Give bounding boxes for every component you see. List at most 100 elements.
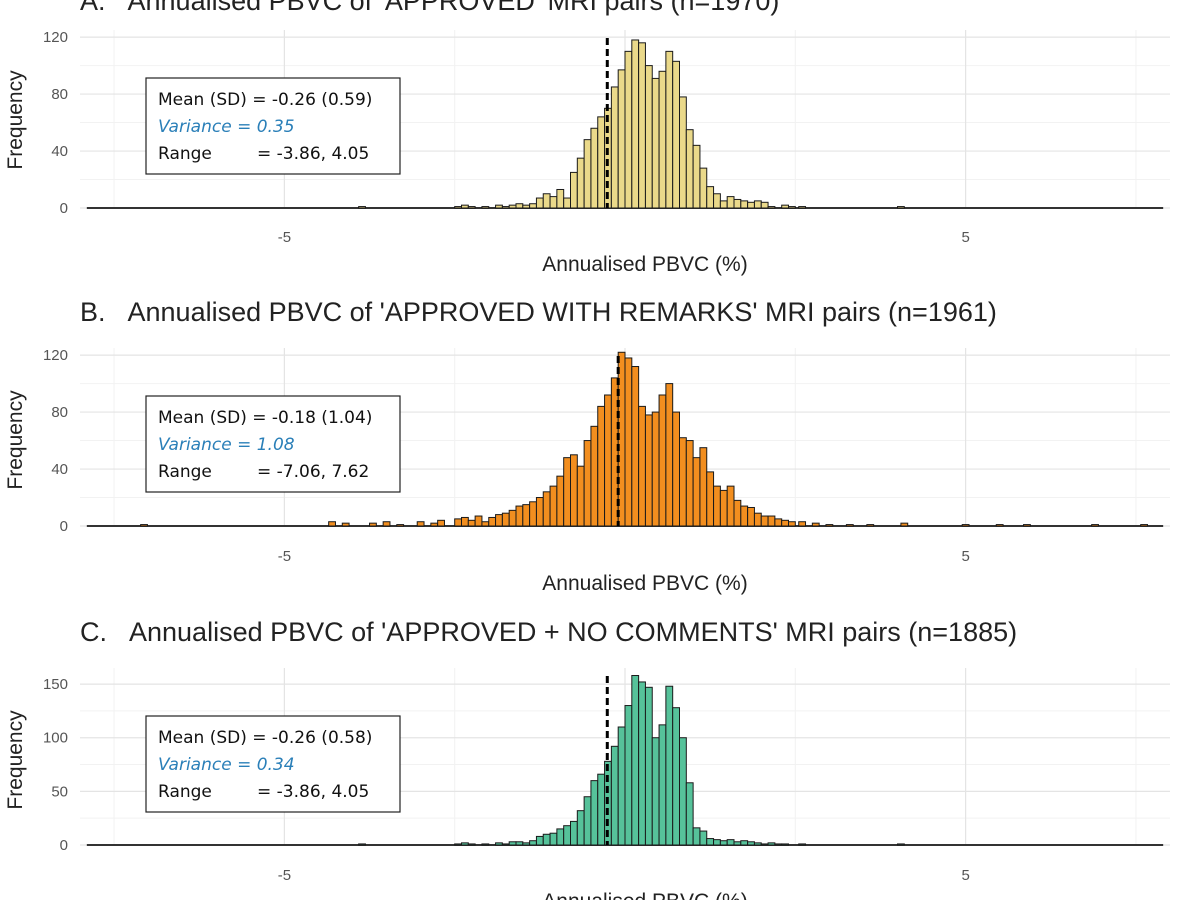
panel-c-bar [583, 796, 592, 846]
panel-b-bar [733, 499, 742, 527]
panel-b-bar [542, 491, 551, 527]
panel-b-bar [508, 509, 517, 527]
panel-b-bar [713, 485, 721, 527]
panel-b-stats-box [145, 395, 401, 493]
panel-a-bar [522, 204, 531, 209]
panel-c-bar [658, 724, 667, 846]
panel-a-outlier-bar [358, 206, 366, 209]
panel-a-bar [638, 42, 646, 209]
panel-a-title-text: Annualised PBVC of 'APPROVED' MRI pairs … [127, 0, 780, 16]
panel-b-bar [760, 515, 769, 527]
panel-b-bar [529, 501, 537, 527]
panel-b-bar [788, 521, 796, 527]
panel-c-bar [753, 842, 762, 846]
panel-a-bar [610, 86, 619, 209]
panel-c-bar [644, 686, 653, 846]
panel-c-bar [542, 833, 551, 846]
panel-b-bar [501, 512, 510, 527]
panel-c-bar [747, 841, 755, 846]
panel-c-bar [522, 842, 531, 846]
panel-a-bar [699, 167, 708, 209]
panel-b-outlier-bar [961, 524, 970, 527]
panel-a-bar [726, 196, 735, 209]
panel-a-bar [583, 139, 592, 209]
panel-c-bar [692, 827, 701, 846]
panel-c-bar [556, 828, 565, 846]
panel-b-bar [665, 383, 674, 527]
panel-b-bar [767, 515, 776, 527]
panel-c-bar [535, 835, 544, 846]
panel-b-outlier-bar [369, 522, 377, 527]
panel-c-x-tick-label: 5 [961, 867, 969, 884]
panel-b-bar [549, 485, 558, 527]
panel-c-bar [767, 842, 776, 846]
panel-c-bar [563, 825, 571, 846]
panel-a-bar [624, 50, 633, 209]
panel-a-letter: A. [80, 0, 106, 16]
panel-b-bar [597, 405, 606, 527]
panel-c-bar [631, 675, 640, 846]
panel-c-title-text: Annualised PBVC of 'APPROVED + NO COMMEN… [129, 617, 1018, 647]
panel-b-y-tick-label: 0 [60, 518, 68, 535]
panel-b-bar [747, 506, 755, 527]
panel-a-bar [515, 203, 524, 209]
panel-c-bar [638, 681, 646, 846]
panel-b-bar [753, 512, 762, 527]
panel-a-outlier-bar [798, 206, 807, 209]
panel-a-bar [747, 201, 755, 209]
panel-a-y-tick-label: 120 [43, 29, 68, 46]
panel-b-x-axis-label: Annualised PBVC (%) [542, 572, 747, 595]
panel-b-bar [604, 394, 612, 527]
panel-a-bar [508, 204, 517, 209]
panel-b-bar [515, 505, 524, 527]
panel-b-outlier-bar [341, 522, 350, 527]
panel-b-bar [651, 411, 660, 527]
panel-c-bar [576, 810, 585, 846]
panel-c-bar [740, 840, 749, 846]
panel-c-bar [685, 782, 694, 846]
panel-c-bar [481, 843, 490, 846]
panel-a-bar [740, 200, 749, 209]
panel-a-x-tick-label: 5 [961, 229, 969, 246]
panel-b-bar [781, 519, 789, 527]
panel-b-stats-range-label: Range [158, 462, 212, 482]
panel-c-stats-mean: Mean (SD) = -0.26 (0.58) [158, 728, 372, 748]
panel-b-outlier-bar [1023, 524, 1031, 527]
panel-a-bar [570, 171, 578, 209]
panel-b-bar [467, 519, 476, 527]
panel-b-stats-range-value: = -7.06, 7.62 [257, 462, 369, 482]
panel-b-y-tick-label: 80 [51, 404, 68, 421]
panel-a-bar [590, 127, 599, 209]
panel-b-bar [474, 515, 483, 527]
panel-b-title: B. Annualised PBVC of 'APPROVED WITH REMA… [80, 297, 997, 328]
panel-c-bar [461, 842, 469, 846]
panel-c-bar [570, 820, 578, 846]
panel-c-outlier-bar [798, 843, 807, 846]
panel-b-y-axis-label: Frequency [4, 390, 27, 490]
panel-c-x-tick-label: -5 [278, 867, 291, 884]
panel-b-outlier-bar [798, 521, 807, 527]
panel-c-bar [508, 841, 517, 846]
panel-a-bar [665, 50, 674, 209]
panel-a-bar [679, 96, 687, 209]
panel-b-bar [699, 447, 708, 527]
panel-b-outlier-bar [396, 524, 405, 527]
panel-a-bar [651, 77, 660, 209]
panel-c-bar [719, 840, 728, 846]
panel-a-stats-range-label: Range [158, 144, 212, 164]
panel-a-bar [658, 70, 667, 209]
panel-b-bar [495, 514, 503, 527]
panel-c-letter: C. [80, 617, 107, 647]
panel-c-bar [760, 843, 769, 846]
panel-b-x-tick-label: 5 [961, 548, 969, 565]
panel-a-bar [692, 144, 701, 209]
panel-b-bar [638, 405, 646, 527]
panel-a-bar [467, 206, 476, 209]
panel-a-bar [529, 203, 537, 209]
panel-a-y-tick-label: 0 [60, 200, 68, 217]
panel-c-stats-range-label: Range [158, 782, 212, 802]
panel-a-bar [644, 65, 653, 209]
panel-c-bar [774, 843, 783, 846]
panel-a-bar [788, 206, 796, 209]
